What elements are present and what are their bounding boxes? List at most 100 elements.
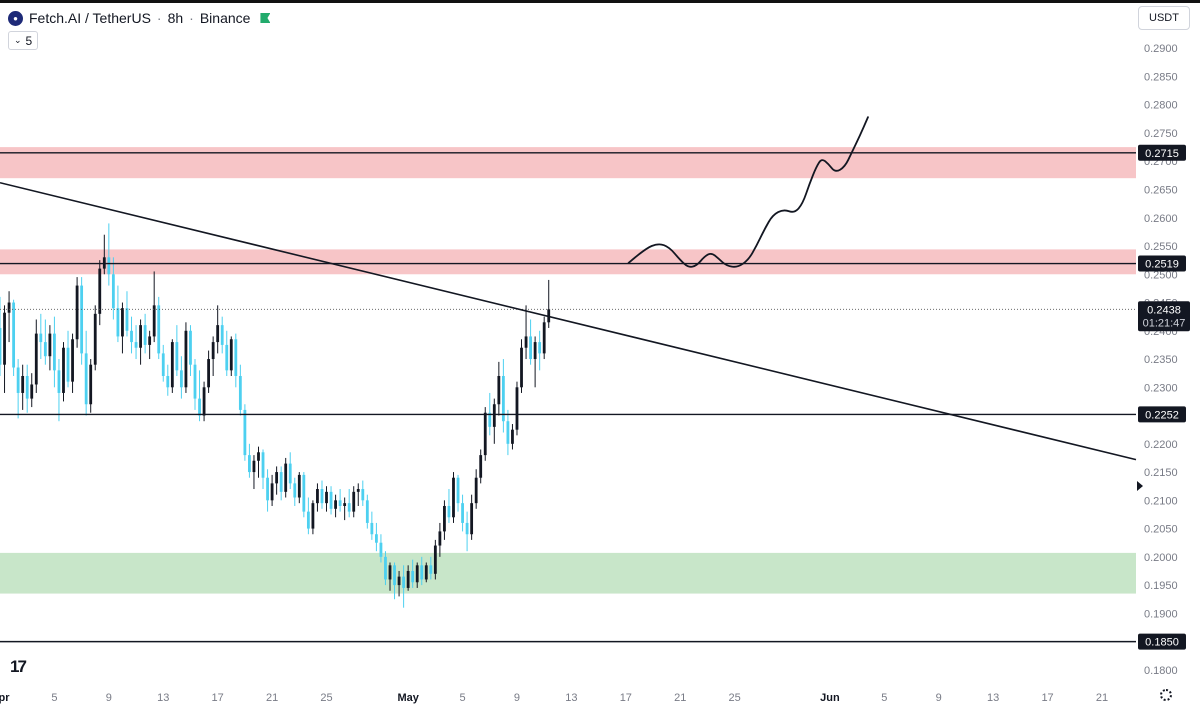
candle-body[interactable] <box>529 336 532 360</box>
candle-body[interactable] <box>139 325 142 348</box>
candle-body[interactable] <box>483 412 487 456</box>
candle-body[interactable] <box>297 474 301 498</box>
candle-body[interactable] <box>424 565 428 580</box>
candle-body[interactable] <box>166 375 170 388</box>
candle-body[interactable] <box>433 545 437 574</box>
trendline[interactable] <box>0 181 1137 461</box>
candle-body[interactable] <box>447 505 451 518</box>
candle-body[interactable] <box>524 336 528 348</box>
candle-body[interactable] <box>189 330 192 365</box>
candle-body[interactable] <box>121 308 124 337</box>
candle-body[interactable] <box>98 268 102 314</box>
candle-body[interactable] <box>48 333 52 357</box>
projection-path[interactable] <box>627 116 869 268</box>
candle-body[interactable] <box>356 489 360 492</box>
candle-body[interactable] <box>257 452 260 461</box>
candle-body[interactable] <box>198 398 201 416</box>
candle-body[interactable] <box>520 347 523 388</box>
candle-body[interactable] <box>134 342 138 348</box>
candle-body[interactable] <box>89 364 93 405</box>
candle-body[interactable] <box>93 313 97 365</box>
candle-body[interactable] <box>497 375 501 405</box>
candle-body[interactable] <box>402 576 406 588</box>
candle-body[interactable] <box>275 472 279 484</box>
candle-body[interactable] <box>25 375 29 399</box>
candle-body[interactable] <box>302 474 306 512</box>
candle-body[interactable] <box>148 336 152 345</box>
candle-body[interactable] <box>53 333 56 371</box>
candle-body[interactable] <box>406 570 410 588</box>
candle-body[interactable] <box>220 325 224 345</box>
candle-body[interactable] <box>39 333 43 343</box>
symbol-name[interactable]: Fetch.AI / TetherUS <box>29 10 151 26</box>
candle-body[interactable] <box>443 505 446 532</box>
interval-label[interactable]: 8h <box>167 10 184 26</box>
candle-body[interactable] <box>456 477 460 504</box>
candle-body[interactable] <box>452 477 455 518</box>
candle-body[interactable] <box>542 322 546 354</box>
candle-body[interactable] <box>329 491 333 509</box>
candle-body[interactable] <box>284 463 288 492</box>
candle-body[interactable] <box>21 375 25 393</box>
candle-body[interactable] <box>533 342 537 360</box>
candle-body[interactable] <box>152 305 156 337</box>
candle-body[interactable] <box>238 375 242 410</box>
candle-body[interactable] <box>143 325 147 345</box>
candle-body[interactable] <box>243 409 247 456</box>
candle-body[interactable] <box>111 274 115 309</box>
candle-body[interactable] <box>3 312 6 365</box>
candle-body[interactable] <box>7 302 11 313</box>
candle-body[interactable] <box>420 565 424 580</box>
candle-body[interactable] <box>248 455 251 473</box>
gear-icon[interactable] <box>1160 689 1172 701</box>
candle-body[interactable] <box>75 285 79 340</box>
candle-body[interactable] <box>84 353 88 405</box>
candle-body[interactable] <box>266 477 269 501</box>
candle-body[interactable] <box>229 339 233 371</box>
candle-body[interactable] <box>492 404 496 427</box>
candle-body[interactable] <box>361 489 365 501</box>
candle-body[interactable] <box>130 330 133 343</box>
candle-body[interactable] <box>207 359 211 388</box>
scroll-right-arrow-icon[interactable] <box>1137 481 1143 491</box>
candle-body[interactable] <box>30 384 34 399</box>
candle-body[interactable] <box>279 472 283 492</box>
candle-body[interactable] <box>338 500 342 506</box>
candle-body[interactable] <box>170 342 174 388</box>
candle-body[interactable] <box>320 489 324 504</box>
candle-body[interactable] <box>66 347 70 382</box>
candle-body[interactable] <box>488 412 492 427</box>
candle-body[interactable] <box>311 503 315 529</box>
candle-body[interactable] <box>184 330 188 388</box>
candle-body[interactable] <box>365 500 369 523</box>
candle-body[interactable] <box>161 353 165 376</box>
candle-body[interactable] <box>288 463 292 484</box>
candle-body[interactable] <box>80 285 84 354</box>
candle-body[interactable] <box>393 565 396 586</box>
candle-body[interactable] <box>116 308 120 337</box>
candle-body[interactable] <box>316 489 319 504</box>
candle-body[interactable] <box>211 342 215 360</box>
candle-body[interactable] <box>234 339 238 376</box>
candle-body[interactable] <box>306 511 310 529</box>
candle-body[interactable] <box>125 308 129 331</box>
candle-body[interactable] <box>157 305 161 354</box>
candle-body[interactable] <box>347 503 351 512</box>
candle-body[interactable] <box>261 452 265 478</box>
currency-button[interactable]: USDT <box>1138 6 1190 30</box>
candle-body[interactable] <box>374 534 378 543</box>
candle-body[interactable] <box>461 503 464 523</box>
candle-body[interactable] <box>379 542 383 557</box>
candle-body[interactable] <box>216 325 220 343</box>
candle-body[interactable] <box>107 257 111 275</box>
candle-body[interactable] <box>511 429 514 444</box>
candle-body[interactable] <box>515 387 519 430</box>
candle-body[interactable] <box>465 522 469 535</box>
candle-body[interactable] <box>71 339 74 382</box>
candle-body[interactable] <box>0 327 2 365</box>
candle-body[interactable] <box>411 570 415 583</box>
candle-body[interactable] <box>438 531 442 546</box>
candle-body[interactable] <box>193 364 197 399</box>
candle-body[interactable] <box>429 565 433 574</box>
candle-body[interactable] <box>506 421 510 444</box>
